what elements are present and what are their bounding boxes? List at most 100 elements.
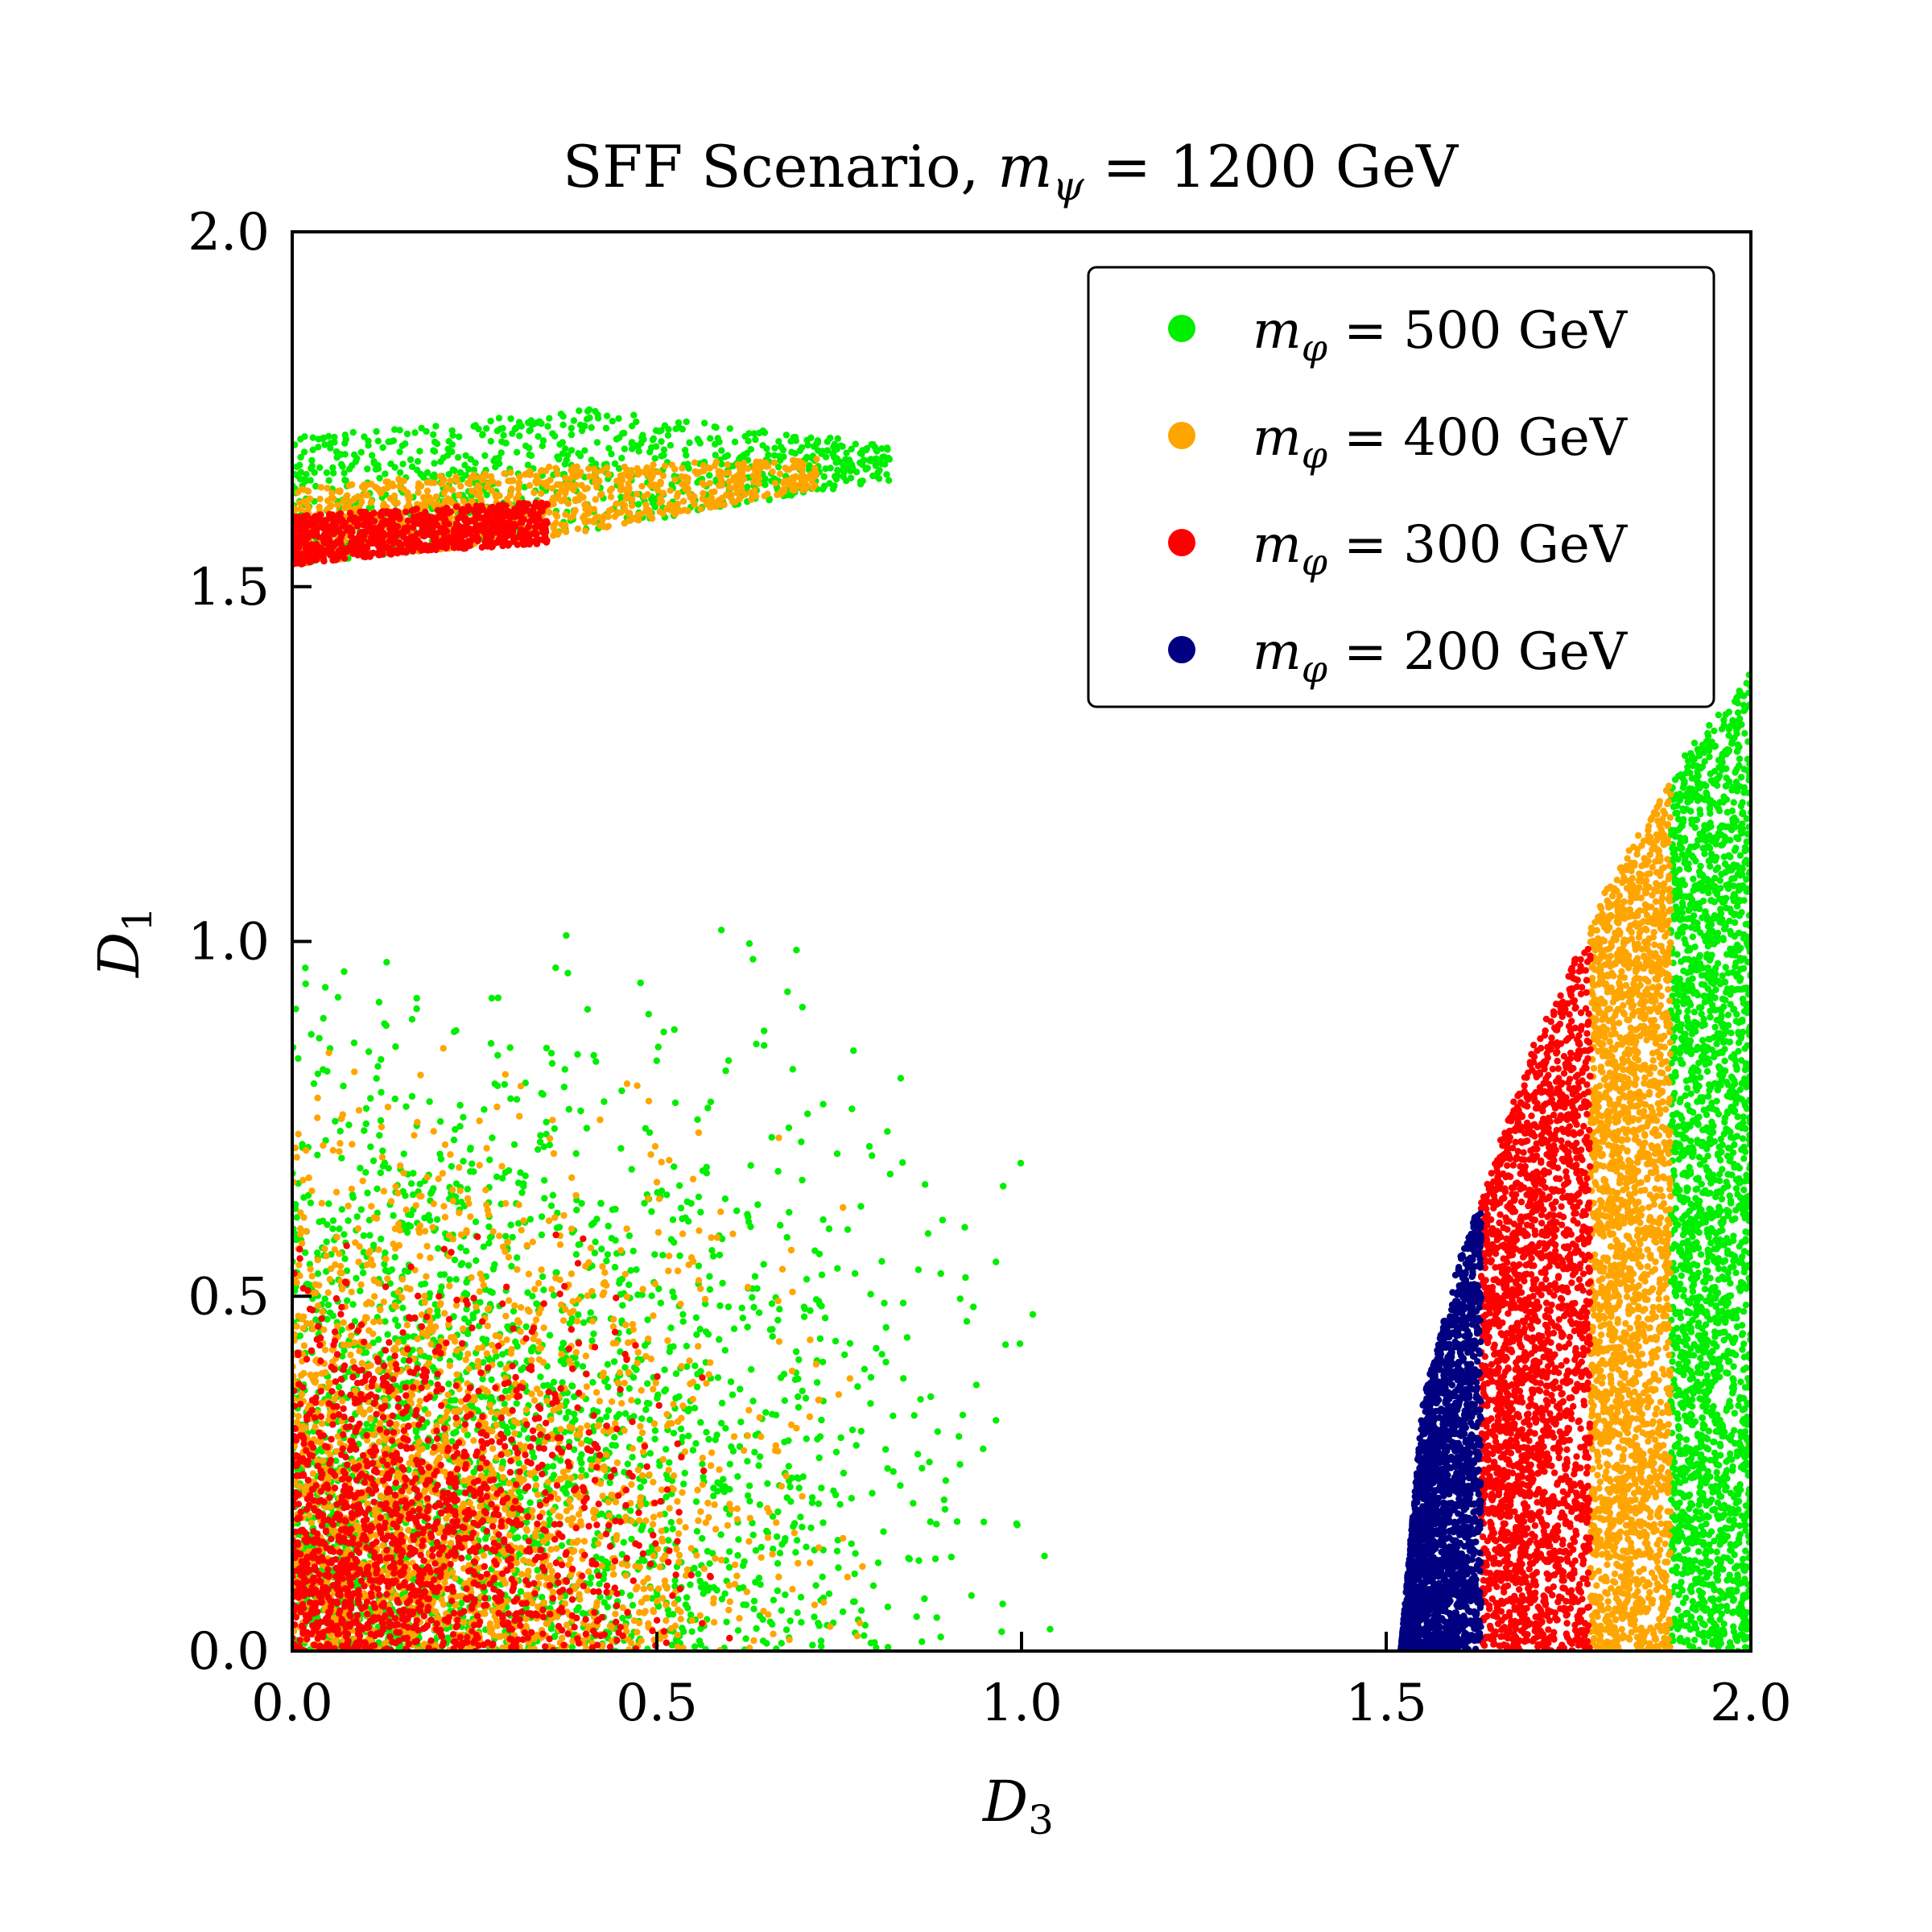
data-point <box>1041 1552 1048 1560</box>
data-point <box>470 1168 477 1175</box>
data-point <box>800 1303 808 1311</box>
data-point <box>813 1379 821 1386</box>
data-point <box>566 1480 573 1488</box>
data-point <box>307 1199 315 1207</box>
data-point <box>379 1147 386 1154</box>
data-point <box>421 1214 428 1222</box>
data-point <box>324 1221 331 1228</box>
data-point <box>329 464 336 472</box>
data-point <box>1739 1330 1746 1337</box>
data-point <box>691 1643 699 1650</box>
data-point <box>430 447 437 454</box>
data-point <box>297 453 304 461</box>
data-point <box>879 453 886 461</box>
data-point <box>867 1373 875 1381</box>
data-point <box>860 456 868 464</box>
data-point <box>849 1598 857 1605</box>
data-point <box>507 1221 514 1228</box>
data-point <box>362 1120 369 1128</box>
data-point <box>578 1466 585 1474</box>
data-point <box>913 1613 920 1620</box>
data-point <box>679 425 686 433</box>
data-point <box>1711 727 1718 735</box>
data-point <box>547 1202 555 1210</box>
data-point <box>672 1370 680 1377</box>
data-point <box>586 1580 594 1587</box>
data-point <box>880 1528 887 1535</box>
data-point <box>653 1057 660 1064</box>
data-point <box>1726 1639 1734 1646</box>
data-point <box>688 1628 696 1636</box>
data-point <box>959 1411 967 1419</box>
data-point <box>353 1213 361 1220</box>
data-point <box>740 452 748 459</box>
data-point <box>1740 1416 1747 1423</box>
data-point <box>669 1525 676 1533</box>
data-point <box>749 1294 756 1301</box>
data-point <box>588 1574 595 1581</box>
data-point <box>1716 1616 1724 1624</box>
data-point <box>572 1251 580 1258</box>
data-point <box>937 1269 944 1278</box>
data-point <box>1713 1040 1720 1048</box>
data-point <box>872 462 880 469</box>
data-point <box>691 1362 699 1369</box>
data-point <box>349 428 357 436</box>
data-point <box>750 1605 758 1612</box>
data-point <box>795 1375 802 1383</box>
data-point <box>675 1393 683 1401</box>
data-point <box>1680 1371 1687 1379</box>
data-point <box>456 1101 464 1109</box>
data-point <box>681 447 689 454</box>
data-point <box>723 1618 730 1626</box>
data-point <box>349 1301 357 1308</box>
data-point <box>781 1439 788 1446</box>
data-point <box>850 1047 857 1055</box>
data-point <box>841 1351 848 1359</box>
data-point <box>1688 852 1696 860</box>
data-point <box>336 1225 343 1232</box>
data-point <box>1725 1333 1732 1340</box>
data-point <box>518 1189 526 1196</box>
data-point <box>316 1218 323 1226</box>
data-point <box>563 1414 570 1422</box>
data-point <box>724 1303 733 1311</box>
data-point <box>463 1248 470 1255</box>
data-point <box>1718 1590 1726 1597</box>
data-point <box>1688 1588 1695 1596</box>
data-point <box>506 1044 514 1051</box>
data-point <box>676 1252 683 1260</box>
data-point <box>1684 1007 1691 1015</box>
data-point <box>510 1141 518 1149</box>
data-point <box>364 1189 371 1197</box>
data-point <box>565 1105 572 1113</box>
data-point <box>734 1627 742 1634</box>
data-point <box>818 1416 825 1424</box>
data-point <box>436 1150 444 1158</box>
data-point <box>869 1152 876 1159</box>
data-point <box>699 1534 706 1542</box>
data-point <box>703 1170 711 1177</box>
data-point <box>852 1550 859 1558</box>
data-point <box>654 1043 662 1051</box>
data-point <box>815 1454 823 1462</box>
data-point <box>811 443 818 450</box>
data-point <box>473 1257 480 1265</box>
data-point <box>1016 1340 1024 1348</box>
data-point <box>1679 1599 1687 1607</box>
data-point <box>362 1104 370 1113</box>
data-point <box>493 427 501 435</box>
data-point <box>1695 1083 1703 1090</box>
data-point <box>694 436 701 443</box>
data-point <box>593 439 601 446</box>
data-point <box>839 467 846 474</box>
data-point <box>793 947 800 954</box>
data-point <box>667 1344 674 1351</box>
data-point <box>769 1333 776 1340</box>
data-point <box>980 1445 987 1453</box>
data-point <box>755 1575 763 1582</box>
data-point <box>316 1034 323 1042</box>
data-point <box>1730 799 1737 806</box>
data-point <box>488 994 496 1002</box>
data-point <box>1728 866 1736 874</box>
